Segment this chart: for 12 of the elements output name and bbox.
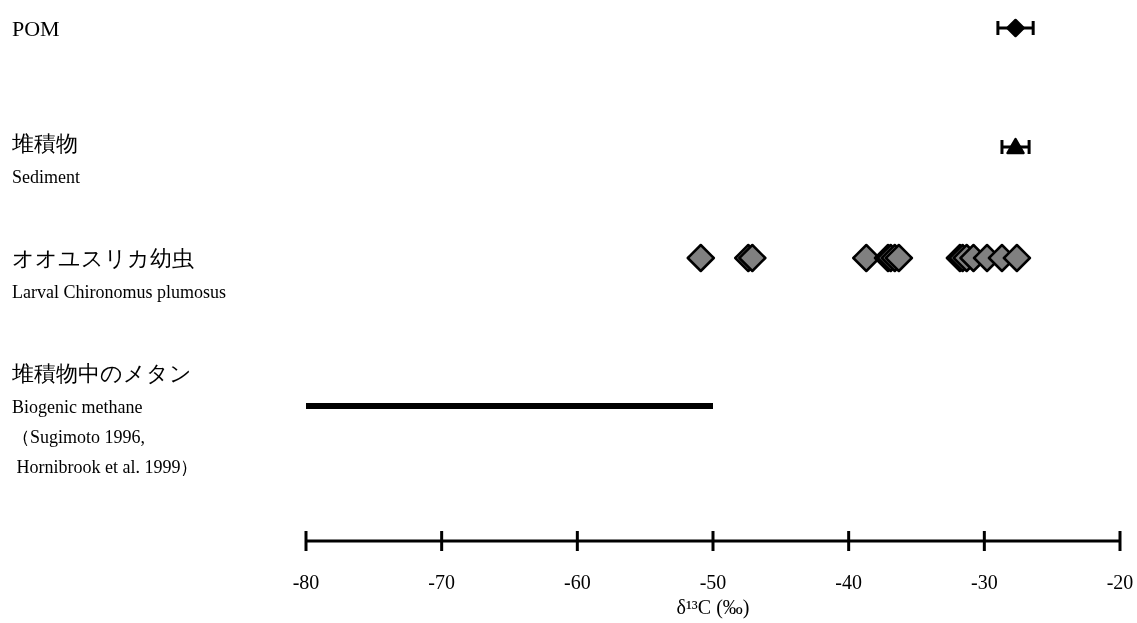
x-tick-label: -30 <box>971 571 998 593</box>
x-tick-label: -70 <box>428 571 455 593</box>
x-tick-label: -80 <box>292 571 320 593</box>
x-tick-label: -50 <box>699 571 727 593</box>
x-tick-label: -40 <box>835 571 862 593</box>
x-tick-label: -60 <box>564 571 591 593</box>
x-tick-label: -20 <box>1106 571 1134 593</box>
category-label: オオユスリカ幼虫 Larval Chironomus plumosus <box>12 246 226 302</box>
category-label: 堆積物 Sediment <box>12 131 80 187</box>
category-label: 堆積物中のメタン Biogenic methane （Sugimoto 1996, Hornibrook et al. 1999） <box>12 361 199 477</box>
x-axis-title: δ¹³C (‰) <box>676 596 750 619</box>
category-label: POM <box>12 16 60 41</box>
